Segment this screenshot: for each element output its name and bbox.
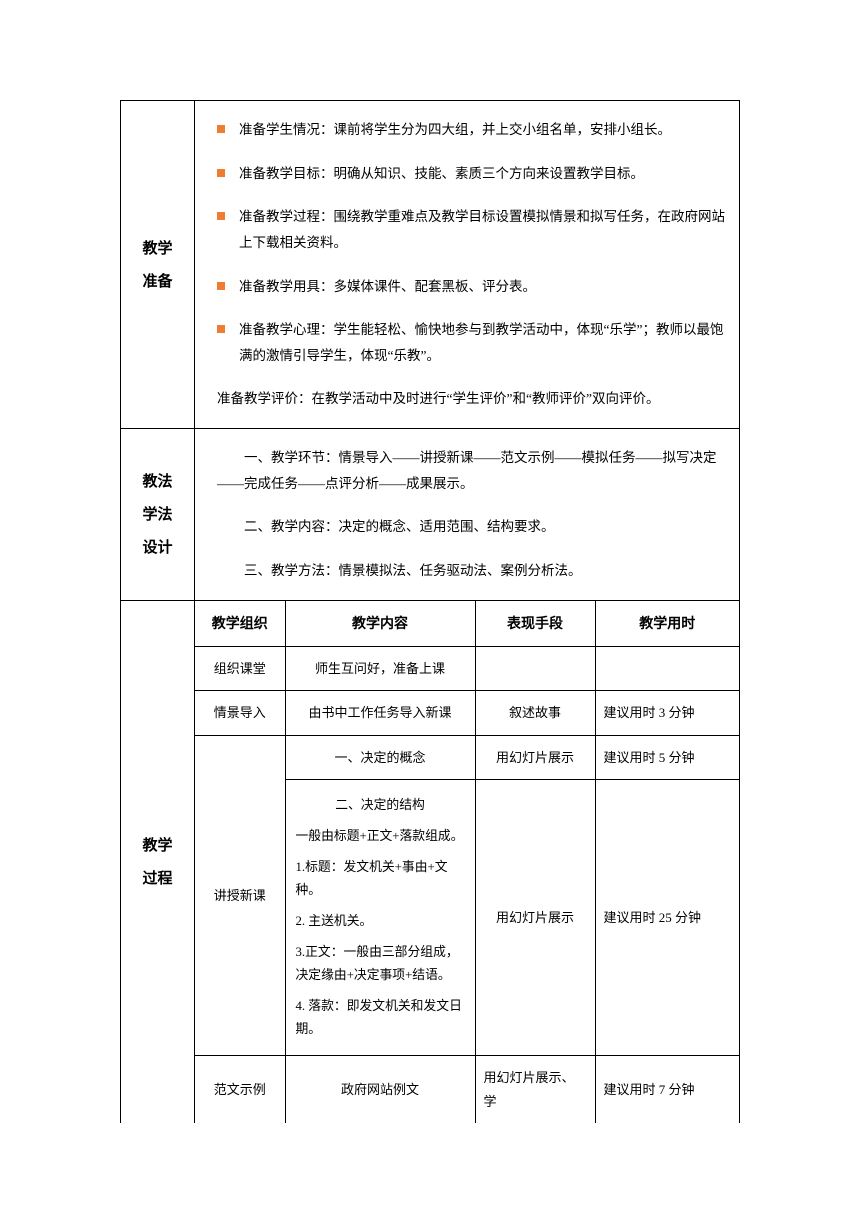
square-bullet-icon: [217, 212, 225, 220]
cell-structure: 二、决定的结构 一般由标题+正文+落款组成。 1.标题：发文机关+事由+文种。 …: [285, 780, 475, 1056]
bullet-item: 准备教学用具：多媒体课件、配套黑板、评分表。: [217, 274, 725, 300]
th-perf: 表现手段: [475, 601, 595, 647]
cell-perf: 叙述故事: [475, 691, 595, 735]
structure-title: 二、决定的结构: [296, 794, 465, 817]
label-process: 教学 过程: [121, 601, 195, 1123]
table-row: 范文示例 政府网站例文 用幻灯片展示、学 建议用时 7 分钟: [195, 1056, 739, 1123]
label-prep-l2: 准备: [142, 265, 172, 298]
cell-time: 建议用时 3 分钟: [595, 691, 739, 735]
section-process: 教学 过程 教学组织 教学内容 表现手段 教学用时 组织课堂 师生互问好，准备上…: [121, 601, 739, 1123]
cell-org: 范文示例: [195, 1056, 285, 1123]
section-method: 教法 学法 设计 一、教学环节：情景导入——讲授新课——范文示例——模拟任务——…: [121, 429, 739, 601]
square-bullet-icon: [217, 169, 225, 177]
label-process-l2: 过程: [142, 862, 172, 895]
bullet-item: 准备学生情况：课前将学生分为四大组，并上交小组名单，安排小组长。: [217, 117, 725, 143]
cell-perf: [475, 646, 595, 690]
structure-block: 二、决定的结构 一般由标题+正文+落款组成。 1.标题：发文机关+事由+文种。 …: [294, 790, 467, 1045]
bullet-item: 准备教学心理：学生能轻松、愉快地参与到教学活动中，体现“乐学”；教师以最饱满的激…: [217, 317, 725, 368]
structure-line: 1.标题：发文机关+事由+文种。: [296, 856, 465, 902]
table-row: 组织课堂 师生互问好，准备上课: [195, 646, 739, 690]
cell-perf: 用幻灯片展示: [475, 735, 595, 779]
bullet-item: 准备教学过程：围绕教学重难点及教学目标设置模拟情景和拟写任务，在政府网站上下载相…: [217, 204, 725, 255]
cell-perf: 用幻灯片展示: [475, 780, 595, 1056]
th-content: 教学内容: [285, 601, 475, 647]
process-table: 教学组织 教学内容 表现手段 教学用时 组织课堂 师生互问好，准备上课 情景导入…: [195, 601, 739, 1123]
label-process-l1: 教学: [142, 829, 172, 862]
table-row: 情景导入 由书中工作任务导入新课 叙述故事 建议用时 3 分钟: [195, 691, 739, 735]
bullet-text: 准备学生情况：课前将学生分为四大组，并上交小组名单，安排小组长。: [239, 117, 671, 143]
cell-perf: 用幻灯片展示、学: [475, 1056, 595, 1123]
lesson-plan-page: 教学 准备 准备学生情况：课前将学生分为四大组，并上交小组名单，安排小组长。 准…: [120, 100, 740, 1123]
structure-line: 3.正文：一般由三部分组成，决定缘由+决定事项+结语。: [296, 941, 465, 987]
square-bullet-icon: [217, 325, 225, 333]
structure-line: 一般由标题+正文+落款组成。: [296, 825, 465, 848]
cell-content: 政府网站例文: [285, 1056, 475, 1123]
bullet-text: 准备教学用具：多媒体课件、配套黑板、评分表。: [239, 274, 536, 300]
square-bullet-icon: [217, 282, 225, 290]
content-prep: 准备学生情况：课前将学生分为四大组，并上交小组名单，安排小组长。 准备教学目标：…: [195, 101, 739, 428]
structure-line: 2. 主送机关。: [296, 910, 465, 933]
prep-tail: 准备教学评价：在教学活动中及时进行“学生评价”和“教师评价”双向评价。: [217, 386, 725, 412]
square-bullet-icon: [217, 125, 225, 133]
label-method-l3: 设计: [142, 531, 172, 564]
cell-content: 师生互问好，准备上课: [285, 646, 475, 690]
cell-time: 建议用时 7 分钟: [595, 1056, 739, 1123]
cell-time: 建议用时 5 分钟: [595, 735, 739, 779]
bullet-text: 准备教学目标：明确从知识、技能、素质三个方向来设置教学目标。: [239, 161, 644, 187]
cell-org: 组织课堂: [195, 646, 285, 690]
cell-content: 一、决定的概念: [285, 735, 475, 779]
th-org: 教学组织: [195, 601, 285, 647]
method-para: 一、教学环节：情景导入——讲授新课——范文示例——模拟任务——拟写决定——完成任…: [217, 445, 725, 496]
cell-time: 建议用时 25 分钟: [595, 780, 739, 1056]
label-method: 教法 学法 设计: [121, 429, 195, 600]
structure-line: 4. 落款：即发文机关和发文日期。: [296, 995, 465, 1041]
table-header-row: 教学组织 教学内容 表现手段 教学用时: [195, 601, 739, 647]
bullet-text: 准备教学心理：学生能轻松、愉快地参与到教学活动中，体现“乐学”；教师以最饱满的激…: [239, 317, 725, 368]
cell-content: 由书中工作任务导入新课: [285, 691, 475, 735]
cell-org: 讲授新课: [195, 735, 285, 1056]
method-para: 三、教学方法：情景模拟法、任务驱动法、案例分析法。: [217, 558, 725, 584]
label-method-l1: 教法: [142, 465, 172, 498]
bullet-text: 准备教学过程：围绕教学重难点及教学目标设置模拟情景和拟写任务，在政府网站上下载相…: [239, 204, 725, 255]
table-row: 讲授新课 一、决定的概念 用幻灯片展示 建议用时 5 分钟: [195, 735, 739, 779]
label-method-l2: 学法: [142, 498, 172, 531]
bullet-item: 准备教学目标：明确从知识、技能、素质三个方向来设置教学目标。: [217, 161, 725, 187]
label-prep: 教学 准备: [121, 101, 195, 428]
label-prep-l1: 教学: [142, 232, 172, 265]
section-prep: 教学 准备 准备学生情况：课前将学生分为四大组，并上交小组名单，安排小组长。 准…: [121, 101, 739, 429]
method-para: 二、教学内容：决定的概念、适用范围、结构要求。: [217, 514, 725, 540]
content-method: 一、教学环节：情景导入——讲授新课——范文示例——模拟任务——拟写决定——完成任…: [195, 429, 739, 600]
cell-time: [595, 646, 739, 690]
cell-org: 情景导入: [195, 691, 285, 735]
th-time: 教学用时: [595, 601, 739, 647]
